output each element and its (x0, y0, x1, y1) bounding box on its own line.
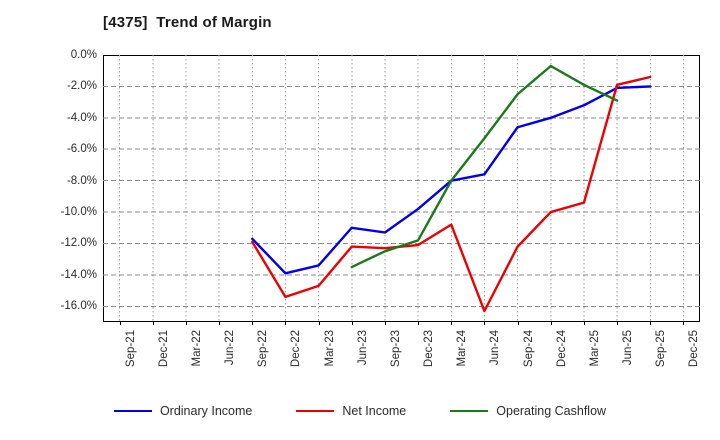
chart-legend: Ordinary Income Net Income Operating Cashf… (0, 404, 720, 418)
chart-gridlines (103, 55, 700, 322)
x-axis-tick-mark (185, 321, 187, 325)
x-axis-tick-mark (384, 321, 386, 325)
legend-label: Operating Cashflow (496, 404, 607, 418)
x-axis-tick-label: Mar-22 (190, 330, 203, 367)
x-axis-tick-mark (650, 321, 652, 325)
x-axis-tick-mark (484, 321, 486, 325)
legend-item[interactable]: Ordinary Income (113, 404, 253, 418)
x-axis-tick-label: Jun-22 (224, 330, 237, 366)
chart-series-layer (251, 64, 652, 313)
y-axis-tick-label: -16.0% (60, 300, 97, 313)
y-axis-tick-label: 0.0% (70, 49, 97, 61)
x-axis-tick-mark (418, 321, 420, 325)
x-axis-tick-label: Dec-22 (290, 330, 303, 368)
series-line (350, 64, 619, 269)
y-axis-labels: 0.0% -2.0% -4.0% -6.0% -8.0% -10.0% -12.0% -14.… (0, 0, 97, 440)
y-axis-tick-label: -12.0% (60, 237, 97, 250)
x-axis-tick-mark (285, 321, 287, 325)
x-axis-tick-mark (152, 321, 154, 325)
x-axis-tick-label: Mar-25 (588, 330, 601, 367)
x-axis-tick-mark (550, 321, 552, 325)
x-axis-tick-label: Mar-23 (323, 330, 336, 367)
y-axis-tick-label: -14.0% (60, 268, 97, 281)
x-axis-tick-label: Dec-25 (688, 330, 701, 368)
x-axis-tick-label: Jun-24 (489, 330, 502, 366)
y-axis-tick-label: -8.0% (66, 174, 97, 187)
x-axis-tick-mark (318, 321, 320, 325)
x-axis-tick-label: Sep-23 (389, 330, 402, 368)
plot-area-frame (103, 55, 700, 322)
x-axis-tick-mark (351, 321, 353, 325)
y-axis-tick-label: -10.0% (60, 206, 97, 219)
page-title: [4375] Trend of Margin (103, 14, 272, 31)
series-line (251, 75, 652, 313)
y-axis-tick-label: -2.0% (66, 80, 97, 93)
x-axis-tick-mark (119, 321, 121, 325)
x-axis-tick-mark (517, 321, 519, 325)
x-axis-tick-mark (683, 321, 685, 325)
x-axis-tick-label: Dec-24 (555, 330, 568, 368)
x-axis-tick-label: Sep-24 (522, 330, 535, 368)
legend-line-swatch-icon (450, 410, 489, 412)
y-axis-tick-label: -6.0% (66, 143, 97, 156)
x-axis-tick-label: Mar-24 (456, 330, 469, 367)
x-axis-tick-label: Sep-25 (655, 330, 668, 368)
x-axis-tick-mark (583, 321, 585, 325)
x-axis-tick-mark (252, 321, 254, 325)
x-axis-tick-mark (219, 321, 221, 325)
x-axis-tick-label: Sep-21 (124, 330, 137, 368)
y-axis-tick-label: -4.0% (66, 111, 97, 124)
legend-item[interactable]: Net Income (296, 404, 406, 418)
x-axis-tick-label: Dec-23 (423, 330, 436, 368)
x-axis-tick-label: Jun-23 (356, 330, 369, 366)
x-axis-tick-label: Dec-21 (157, 330, 170, 368)
legend-line-swatch-icon (113, 410, 152, 412)
legend-label: Net Income (342, 404, 407, 418)
x-axis-tick-label: Jun-25 (622, 330, 635, 366)
legend-item[interactable]: Operating Cashflow (450, 404, 606, 418)
x-axis-tick-label: Sep-22 (257, 330, 270, 368)
x-axis-tick-mark (617, 321, 619, 325)
x-axis-tick-mark (451, 321, 453, 325)
legend-line-swatch-icon (296, 410, 335, 412)
legend-label: Ordinary Income (159, 404, 253, 418)
